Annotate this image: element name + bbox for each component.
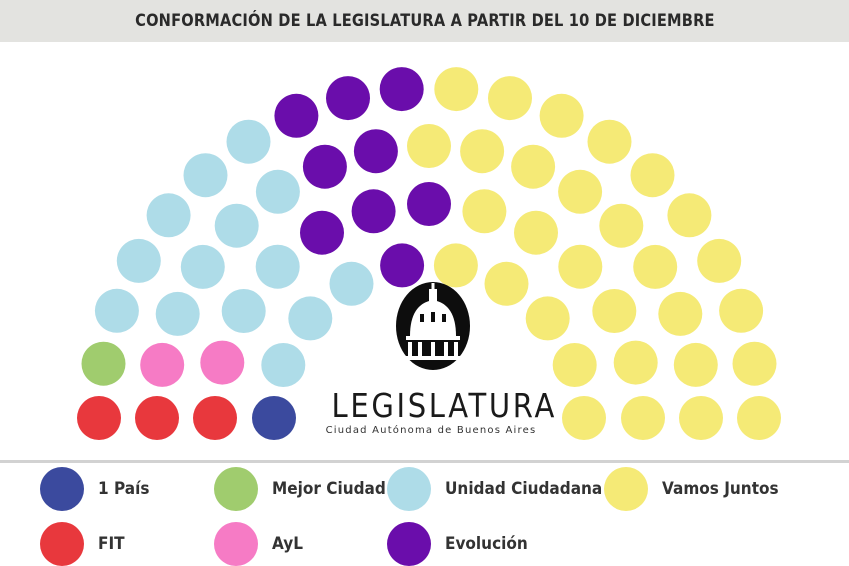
legislatura-dome-logo-icon [396,282,470,370]
legend-label: AyL [272,534,304,554]
seat-vamos-juntos [407,124,451,168]
seat-vamos-juntos [460,129,505,174]
seat-unidad-ciudadana [329,261,374,306]
seat-vamos-juntos [697,238,742,283]
seat-ayl [200,340,245,385]
seat-vamos-juntos [667,193,712,238]
seat-evoluci-n [274,93,319,138]
legend-item-1-pais: 1 País [40,467,155,511]
legend-item-evolucion: Evolución [387,522,537,566]
seat-ayl [140,342,185,387]
legend-swatch [40,467,84,511]
seat-unidad-ciudadana [116,238,161,283]
seat-vamos-juntos [613,340,658,385]
seat-vamos-juntos [679,396,723,440]
legend-swatch [604,467,648,511]
chart-title: CONFORMACIÓN DE LA LEGISLATURA A PARTIR … [134,11,715,31]
seat-vamos-juntos [587,119,632,164]
seat-evoluci-n [353,129,398,174]
seat-fit [193,396,237,440]
seat-unidad-ciudadana [255,169,300,214]
seat-vamos-juntos [737,396,781,440]
seat-unidad-ciudadana [288,296,333,341]
seat-unidad-ciudadana [183,153,228,198]
legend-label: Evolución [445,534,528,554]
legend-swatch [387,522,431,566]
seat-evoluci-n [302,144,347,189]
seat-vamos-juntos [514,210,558,255]
seat-unidad-ciudadana [255,244,300,289]
seat-vamos-juntos [539,93,584,138]
legend-item-fit: FIT [40,522,128,566]
seat-1-pa-s [252,396,296,440]
seat-evoluci-n [379,67,424,112]
seat-vamos-juntos [562,396,606,440]
seat-vamos-juntos [719,288,764,333]
seat-vamos-juntos [732,341,777,386]
legend-item-ayl: AyL [214,522,306,566]
legend-item-vamos-juntos: Vamos Juntos [604,467,792,511]
seat-unidad-ciudadana [214,203,259,248]
legend-item-unidad-ciudadana: Unidad Ciudadana [387,467,620,511]
legend-label: Vamos Juntos [662,479,779,499]
seat-unidad-ciudadana [94,288,139,333]
parliament-chart [77,67,781,440]
legend-swatch [214,522,258,566]
seat-unidad-ciudadana [155,291,200,336]
seat-unidad-ciudadana [261,343,306,387]
seat-vamos-juntos [621,396,665,440]
seat-vamos-juntos [630,153,675,198]
seat-vamos-juntos [558,169,603,214]
divider [0,460,849,463]
seat-evoluci-n [380,243,425,288]
legend-item-mejor-ciudad: Mejor Ciudad [214,467,398,511]
logo-subtitle: Ciudad Autónoma de Buenos Aires [325,425,537,436]
seat-fit [77,396,121,440]
legend-swatch [387,467,431,511]
seat-vamos-juntos [558,244,603,289]
seat-vamos-juntos [633,244,678,289]
seat-vamos-juntos [599,203,644,248]
seat-vamos-juntos [511,144,556,189]
seat-vamos-juntos [525,296,570,341]
legend-swatch [214,467,258,511]
legend-swatch [40,522,84,566]
seat-vamos-juntos [462,189,507,234]
seat-vamos-juntos [484,261,529,306]
seat-evoluci-n [407,182,451,226]
seat-unidad-ciudadana [226,119,271,164]
title-bar: CONFORMACIÓN DE LA LEGISLATURA A PARTIR … [0,0,849,42]
legend-label: Mejor Ciudad [272,479,386,499]
logo-name: LEGISLATURA [331,386,557,425]
seat-fit [135,396,179,440]
seat-evoluci-n [351,189,396,234]
seat-unidad-ciudadana [146,193,191,238]
legend-label: FIT [98,534,125,554]
seat-vamos-juntos [673,342,718,387]
seat-unidad-ciudadana [180,244,225,289]
seat-vamos-juntos [592,289,637,333]
seat-vamos-juntos [658,291,703,336]
seat-vamos-juntos [552,343,597,387]
seat-mejor-ciudad [81,341,126,386]
seat-vamos-juntos [433,243,478,288]
seat-unidad-ciudadana [221,289,266,333]
legend-label: Unidad Ciudadana [445,479,603,499]
seat-evoluci-n [326,76,370,121]
seat-evoluci-n [300,210,344,255]
seat-vamos-juntos [488,76,532,121]
legend-label: 1 País [98,479,150,499]
seat-vamos-juntos [434,67,479,112]
